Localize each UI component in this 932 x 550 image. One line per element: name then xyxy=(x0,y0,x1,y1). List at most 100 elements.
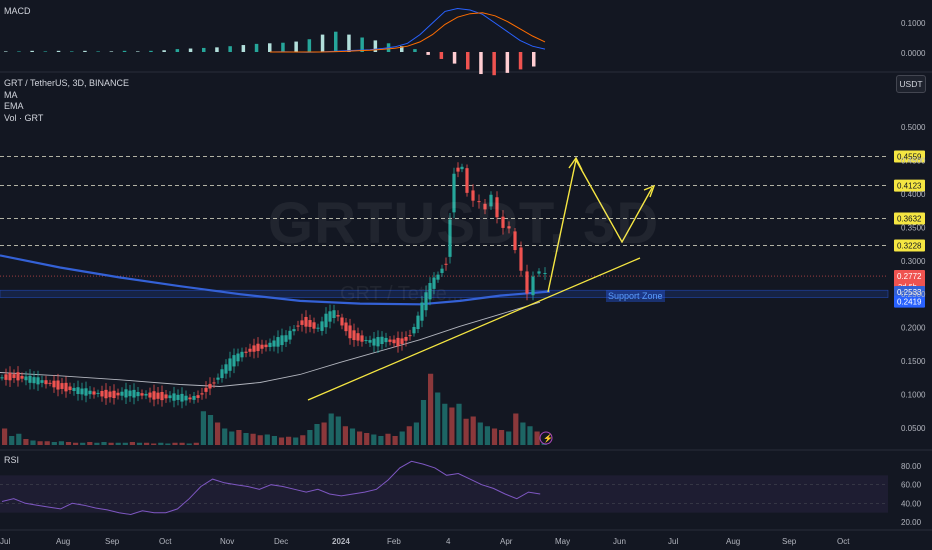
candle-body xyxy=(128,390,132,397)
candle-body xyxy=(48,382,52,384)
volume-bar xyxy=(385,433,391,445)
candle-body xyxy=(240,351,244,358)
candle-body xyxy=(408,335,412,337)
ema-legend-item[interactable]: EMA xyxy=(4,101,24,111)
macd-histogram-bar xyxy=(17,51,21,52)
volume-bar xyxy=(293,437,299,445)
candle-body xyxy=(64,382,68,392)
candle-body xyxy=(519,247,523,271)
time-tick-label: 2024 xyxy=(332,537,350,546)
volume-bar xyxy=(207,415,214,445)
ma-legend-item[interactable]: MA xyxy=(4,89,18,100)
macd-histogram-bar xyxy=(215,47,219,52)
level-tag-label: 0.4559 xyxy=(897,152,922,161)
volume-bar xyxy=(236,430,242,445)
volume-bar xyxy=(94,442,100,445)
time-tick-label: Aug xyxy=(726,537,740,546)
candle-body xyxy=(280,335,284,346)
volume-bar xyxy=(44,441,50,445)
volume-bar xyxy=(9,436,15,445)
level-tag-label: 0.4123 xyxy=(897,182,922,191)
volume-bar xyxy=(37,441,43,445)
volume-bar xyxy=(23,439,29,445)
rsi-tick-label: 60.00 xyxy=(901,481,922,490)
candle-body xyxy=(316,327,320,329)
candle-body xyxy=(120,391,124,396)
candle-body xyxy=(60,383,64,389)
candle-body xyxy=(392,339,396,344)
volume-bar xyxy=(122,442,128,445)
rsi-tick-label: 80.00 xyxy=(901,462,922,471)
candle-body xyxy=(344,322,348,332)
price-tick-label: 0.0500 xyxy=(901,424,926,433)
candle-body xyxy=(156,392,160,399)
volume-bar xyxy=(80,442,86,445)
candle-body xyxy=(172,393,176,401)
macd-histogram-bar xyxy=(400,46,404,52)
time-tick-label: Oct xyxy=(837,537,850,546)
candle-body xyxy=(104,389,108,399)
macd-histogram-bar xyxy=(122,50,127,52)
volume-bar xyxy=(307,430,313,445)
current-price-label: 0.2772 xyxy=(897,272,922,281)
candle-body xyxy=(148,392,152,398)
time-tick-label: Oct xyxy=(159,537,172,546)
trend-line xyxy=(307,257,641,401)
volume-bar xyxy=(342,426,348,445)
rsi-line xyxy=(1,460,541,516)
macd-histogram-bar xyxy=(4,51,8,52)
volume-bar xyxy=(328,413,334,445)
projection-arrowhead xyxy=(568,156,583,171)
support-zone xyxy=(0,289,889,298)
candle-body xyxy=(456,167,460,172)
volume-bar xyxy=(16,433,22,445)
candle-body xyxy=(0,377,4,379)
price-axis: 0.5000 0.4500 0.4000 0.3500 0.3000 0.2500 0.20… xyxy=(901,123,926,433)
macd-histogram-bar xyxy=(30,50,34,52)
candle-body xyxy=(400,338,404,345)
volume-legend-item[interactable]: Vol · GRT xyxy=(4,112,44,123)
candle-body xyxy=(531,276,535,296)
symbol-label[interactable]: GRT / TetherUS, 3D, BINANCE xyxy=(4,78,130,88)
volume-bar xyxy=(513,413,519,445)
macd-histogram-bar xyxy=(492,52,496,76)
volume-bar xyxy=(193,442,199,445)
candle-body xyxy=(200,393,204,395)
candle-body xyxy=(216,377,220,380)
candle-body xyxy=(328,311,332,322)
macd-histogram-bar xyxy=(175,49,180,52)
candle-body xyxy=(16,372,20,381)
time-tick-label: Jul xyxy=(668,537,678,546)
volume-bar xyxy=(172,442,178,445)
candle-body xyxy=(320,321,324,331)
support-zone-label: Support Zone xyxy=(606,290,665,302)
volume-bar xyxy=(264,434,270,445)
candle-body xyxy=(208,383,212,389)
candle-body xyxy=(300,320,304,325)
macd-histogram-bar xyxy=(149,50,153,52)
candle-body xyxy=(272,340,276,347)
macd-histogram-bar xyxy=(294,41,298,52)
volume-bar xyxy=(349,428,356,445)
candle-body xyxy=(276,337,280,347)
price-tick-label: 0.2000 xyxy=(901,324,926,333)
candle-body xyxy=(88,390,92,395)
time-tick-label: 4 xyxy=(446,537,451,546)
candle-body xyxy=(308,320,312,327)
volume-bar xyxy=(435,392,441,445)
currency-button[interactable]: USDT xyxy=(896,75,926,93)
annotations: ⚡ xyxy=(307,156,656,445)
candle-body xyxy=(436,274,440,280)
volume-bars xyxy=(2,373,547,445)
volume-bar xyxy=(399,431,405,445)
candle-body xyxy=(537,271,541,274)
macd-histogram-bar xyxy=(281,42,285,52)
price-tick-label: 0.1000 xyxy=(901,391,926,400)
time-tick-label: Aug xyxy=(56,537,70,546)
volume-bar xyxy=(115,442,121,445)
candle-body xyxy=(264,344,268,348)
candle-body xyxy=(336,315,340,317)
time-tick-label: May xyxy=(555,537,570,546)
volume-bar xyxy=(186,443,192,445)
